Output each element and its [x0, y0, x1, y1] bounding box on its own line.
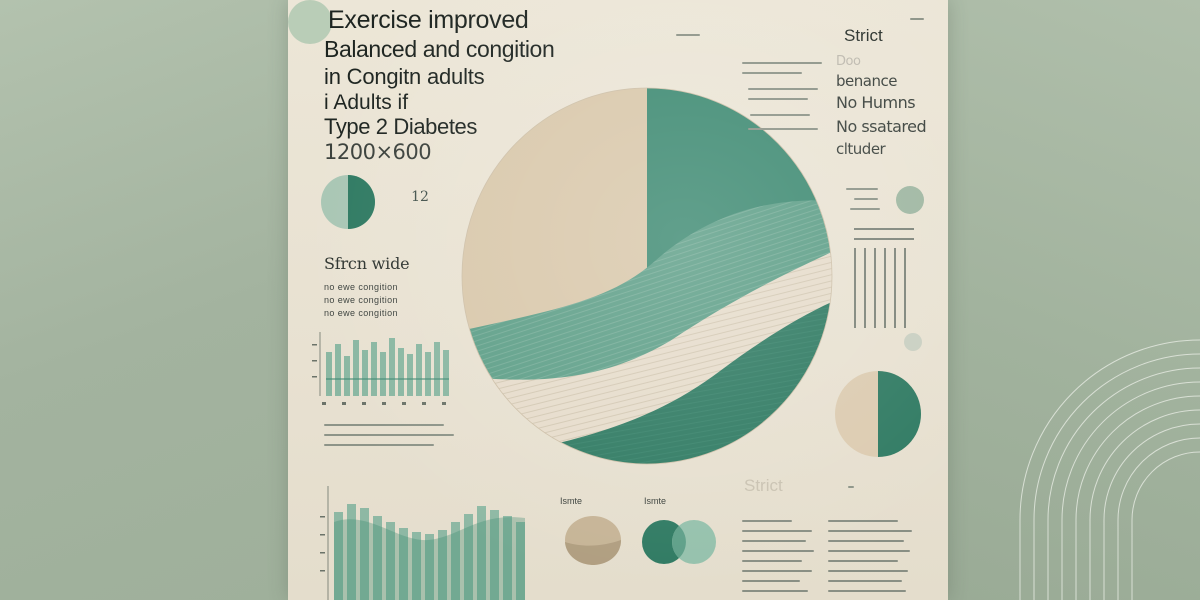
caption-line	[324, 434, 454, 436]
badge-circle	[288, 0, 332, 44]
legend-line	[854, 198, 878, 200]
text-block-line	[742, 560, 802, 562]
right-list-item: cltuder	[836, 140, 886, 158]
legend-line	[850, 208, 880, 210]
decorative-arc-lines	[1019, 339, 1200, 600]
header-mark	[676, 34, 700, 36]
list-line	[742, 62, 822, 64]
caption-line	[324, 424, 444, 426]
infographic-poster: Exercise improved Balanced and congition…	[288, 0, 948, 600]
right-background-panel	[948, 0, 1200, 600]
text-block-line	[742, 580, 800, 582]
text-block-line	[828, 540, 904, 542]
legend-line	[846, 188, 878, 190]
text-block-line	[742, 550, 814, 552]
main-wave-circle	[461, 87, 833, 465]
large-bar-chart	[320, 486, 525, 600]
caption-line	[324, 444, 434, 446]
split-pie-chart	[835, 371, 921, 457]
right-list-item: benance	[836, 72, 897, 90]
text-block-line	[828, 580, 902, 582]
right-list-item: No Humns	[836, 93, 916, 112]
side-subtext: no ewe congition	[324, 308, 398, 318]
text-block-line	[828, 550, 910, 552]
text-block-line	[742, 540, 806, 542]
title-line-2: Balanced and congition	[324, 36, 555, 62]
badge-value: 12	[411, 189, 429, 205]
split-circle-icon	[321, 175, 375, 229]
right-list-item: No ssatared	[836, 117, 927, 136]
text-block-line	[742, 570, 812, 572]
side-subtext: no ewe congition	[324, 295, 398, 305]
text-block-line	[828, 560, 898, 562]
header-mark	[848, 486, 854, 488]
title-line-3: in Congitn adults	[324, 64, 485, 89]
text-block-line	[828, 530, 912, 532]
legend-dot	[904, 333, 922, 351]
title-line-4: i Adults if	[324, 91, 409, 114]
list-line	[748, 128, 818, 130]
title-line-1: Exercise improved	[328, 6, 529, 34]
tan-circle-icon	[565, 516, 622, 565]
text-block-line	[828, 520, 898, 522]
faded-heading: Strict	[744, 476, 783, 495]
text-block-line	[742, 530, 812, 532]
text-block-line	[742, 520, 792, 522]
text-block-line	[828, 570, 908, 572]
left-background-panel	[0, 0, 288, 600]
legend-label: Ismte	[644, 496, 667, 506]
list-line	[748, 98, 808, 100]
list-line	[742, 72, 802, 74]
side-subtext: no ewe congition	[324, 282, 398, 292]
vertical-tick-columns	[854, 228, 914, 328]
right-list-item: Doo	[836, 54, 861, 69]
text-block-line	[828, 590, 906, 592]
title-line-5: Type 2 Diabetes	[324, 114, 477, 139]
list-line	[750, 114, 810, 116]
list-line	[748, 88, 818, 90]
small-bar-chart	[312, 332, 449, 405]
overlapping-circles-icon	[642, 520, 716, 564]
side-heading: Sfrcn wide	[324, 254, 410, 273]
legend-dot	[896, 186, 924, 214]
dimension-caption: 1200×600	[324, 140, 432, 164]
right-heading: Strict	[844, 26, 883, 45]
legend-label: Ismte	[560, 496, 583, 506]
text-block-line	[742, 590, 808, 592]
header-mark	[910, 18, 924, 20]
